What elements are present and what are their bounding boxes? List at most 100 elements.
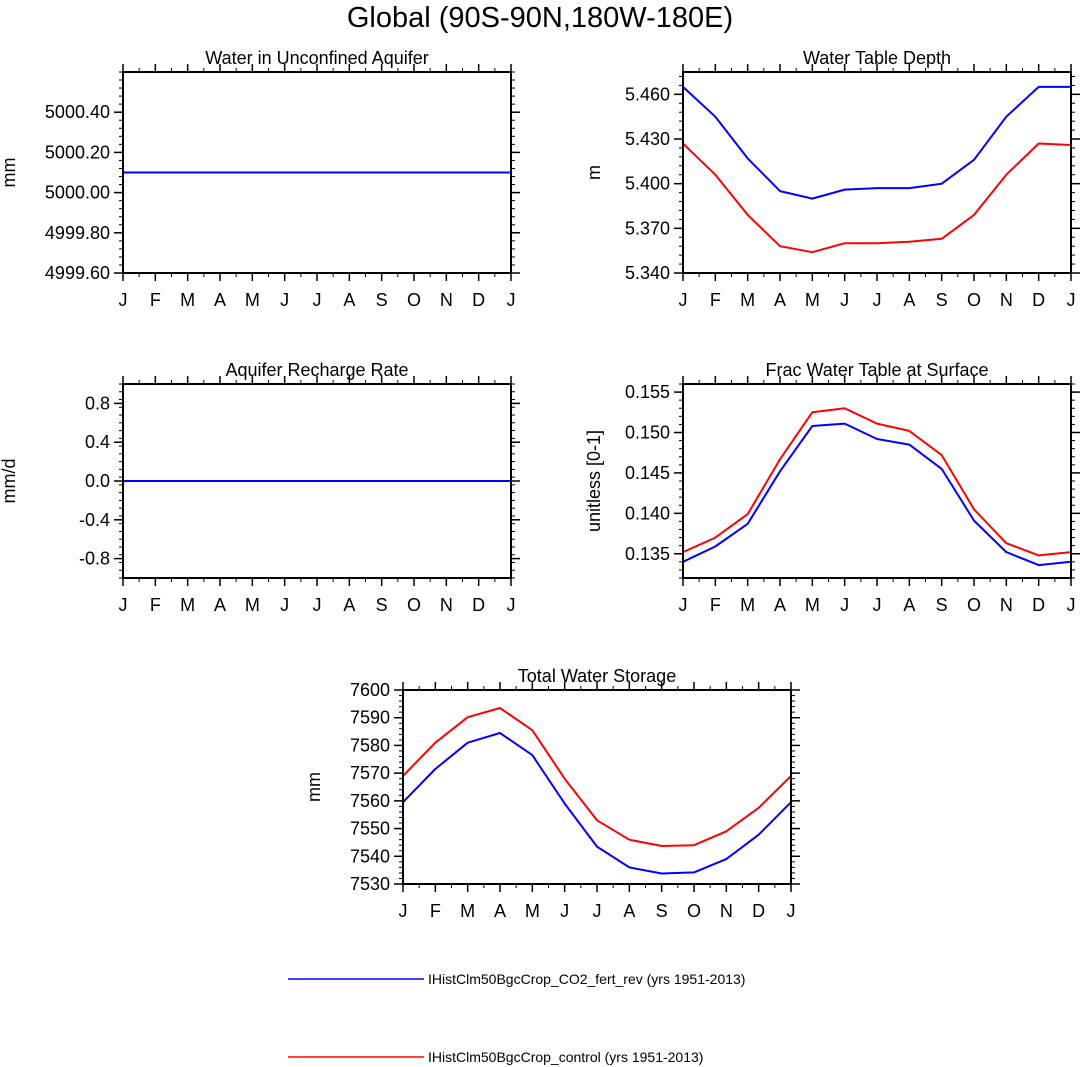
y-tick-label: 5.370 bbox=[625, 218, 670, 238]
y-tick-label: 5.400 bbox=[625, 174, 670, 194]
x-tick-label: M bbox=[460, 901, 475, 921]
x-tick-label: M bbox=[245, 290, 260, 310]
legend-item: IHistClm50BgcCrop_CO2_fert_rev (yrs 1951… bbox=[288, 971, 745, 987]
y-axis-label: mm/d bbox=[0, 459, 19, 504]
x-tick-label: A bbox=[214, 290, 226, 310]
y-tick-label: 0.8 bbox=[85, 393, 110, 413]
x-tick-label: A bbox=[623, 901, 635, 921]
chart-title: Water Table Depth bbox=[803, 48, 951, 68]
x-tick-label: J bbox=[507, 595, 516, 615]
x-tick-label: F bbox=[150, 595, 161, 615]
y-tick-label: 5000.40 bbox=[45, 102, 110, 122]
x-tick-label: S bbox=[936, 290, 948, 310]
x-tick-label: F bbox=[430, 901, 441, 921]
x-tick-label: M bbox=[740, 595, 755, 615]
y-tick-label: 7600 bbox=[350, 680, 390, 700]
x-tick-label: O bbox=[967, 290, 981, 310]
x-tick-label: N bbox=[720, 901, 733, 921]
y-tick-label: 5000.00 bbox=[45, 183, 110, 203]
x-tick-label: J bbox=[1067, 290, 1076, 310]
y-tick-label: 7590 bbox=[350, 708, 390, 728]
x-tick-label: D bbox=[1032, 290, 1045, 310]
x-tick-label: F bbox=[710, 595, 721, 615]
x-tick-label: A bbox=[903, 595, 915, 615]
y-tick-label: 7540 bbox=[350, 846, 390, 866]
x-tick-label: D bbox=[752, 901, 765, 921]
legend-item: IHistClm50BgcCrop_control (yrs 1951-2013… bbox=[288, 1049, 703, 1065]
x-tick-label: S bbox=[376, 595, 388, 615]
y-tick-label: 0.135 bbox=[625, 544, 670, 564]
plot-frame bbox=[682, 383, 1072, 579]
chart-title: Aquifer Recharge Rate bbox=[225, 360, 408, 380]
x-tick-label: O bbox=[407, 290, 421, 310]
series-line bbox=[682, 422, 1072, 567]
y-tick-label: 5.430 bbox=[625, 129, 670, 149]
y-tick-label: 7530 bbox=[350, 874, 390, 894]
y-tick-label: 0.140 bbox=[625, 503, 670, 523]
x-tick-label: M bbox=[805, 290, 820, 310]
y-tick-label: 4999.60 bbox=[45, 263, 110, 283]
x-tick-label: M bbox=[525, 901, 540, 921]
y-tick-label: 5000.20 bbox=[45, 142, 110, 162]
y-tick-label: 0.4 bbox=[85, 432, 110, 452]
x-tick-label: J bbox=[593, 901, 602, 921]
page-title: Global (90S-90N,180W-180E) bbox=[347, 2, 733, 34]
x-tick-label: J bbox=[840, 595, 849, 615]
y-tick-label: 7550 bbox=[350, 819, 390, 839]
x-tick-label: J bbox=[787, 901, 796, 921]
y-tick-label: 0.155 bbox=[625, 382, 670, 402]
y-axis-label: mm bbox=[304, 772, 324, 802]
chart-title: Total Water Storage bbox=[518, 666, 676, 686]
y-tick-label: 0.150 bbox=[625, 423, 670, 443]
x-tick-label: N bbox=[440, 290, 453, 310]
y-tick-label: 4999.80 bbox=[45, 223, 110, 243]
x-tick-label: J bbox=[679, 290, 688, 310]
y-tick-label: 5.340 bbox=[625, 263, 670, 283]
x-tick-label: O bbox=[687, 901, 701, 921]
series-line bbox=[682, 407, 1072, 557]
x-tick-label: J bbox=[873, 290, 882, 310]
y-tick-label: -0.8 bbox=[79, 549, 110, 569]
legend-label: IHistClm50BgcCrop_CO2_fert_rev (yrs 1951… bbox=[428, 971, 745, 987]
x-tick-label: D bbox=[472, 290, 485, 310]
x-tick-label: J bbox=[840, 290, 849, 310]
chart-panel: Frac Water Table at Surface unitless [0-1… bbox=[584, 360, 1080, 615]
x-tick-label: O bbox=[407, 595, 421, 615]
y-tick-label: 5.460 bbox=[625, 84, 670, 104]
chart-title: Frac Water Table at Surface bbox=[765, 360, 988, 380]
y-tick-label: 0.145 bbox=[625, 463, 670, 483]
x-tick-label: A bbox=[903, 290, 915, 310]
x-tick-label: M bbox=[805, 595, 820, 615]
x-tick-label: N bbox=[1000, 290, 1013, 310]
x-tick-label: J bbox=[399, 901, 408, 921]
y-axis-label: unitless [0-1] bbox=[584, 430, 604, 532]
chart-title: Water in Unconfined Aquifer bbox=[205, 48, 428, 68]
x-tick-label: M bbox=[180, 290, 195, 310]
x-tick-label: J bbox=[507, 290, 516, 310]
y-tick-label: -0.4 bbox=[79, 510, 110, 530]
x-tick-label: J bbox=[280, 290, 289, 310]
legend: IHistClm50BgcCrop_CO2_fert_rev (yrs 1951… bbox=[288, 971, 745, 1065]
x-tick-label: O bbox=[967, 595, 981, 615]
series-line bbox=[682, 142, 1072, 254]
x-tick-label: S bbox=[936, 595, 948, 615]
x-tick-label: J bbox=[679, 595, 688, 615]
x-tick-label: A bbox=[774, 595, 786, 615]
y-tick-label: 7580 bbox=[350, 735, 390, 755]
y-axis-label: mm bbox=[0, 158, 19, 188]
x-tick-label: J bbox=[313, 595, 322, 615]
x-tick-label: J bbox=[560, 901, 569, 921]
x-tick-label: D bbox=[1032, 595, 1045, 615]
series-line bbox=[402, 707, 792, 847]
x-tick-label: A bbox=[214, 595, 226, 615]
x-tick-label: A bbox=[494, 901, 506, 921]
x-tick-label: J bbox=[1067, 595, 1076, 615]
x-tick-label: D bbox=[472, 595, 485, 615]
x-tick-label: F bbox=[710, 290, 721, 310]
x-tick-label: M bbox=[180, 595, 195, 615]
